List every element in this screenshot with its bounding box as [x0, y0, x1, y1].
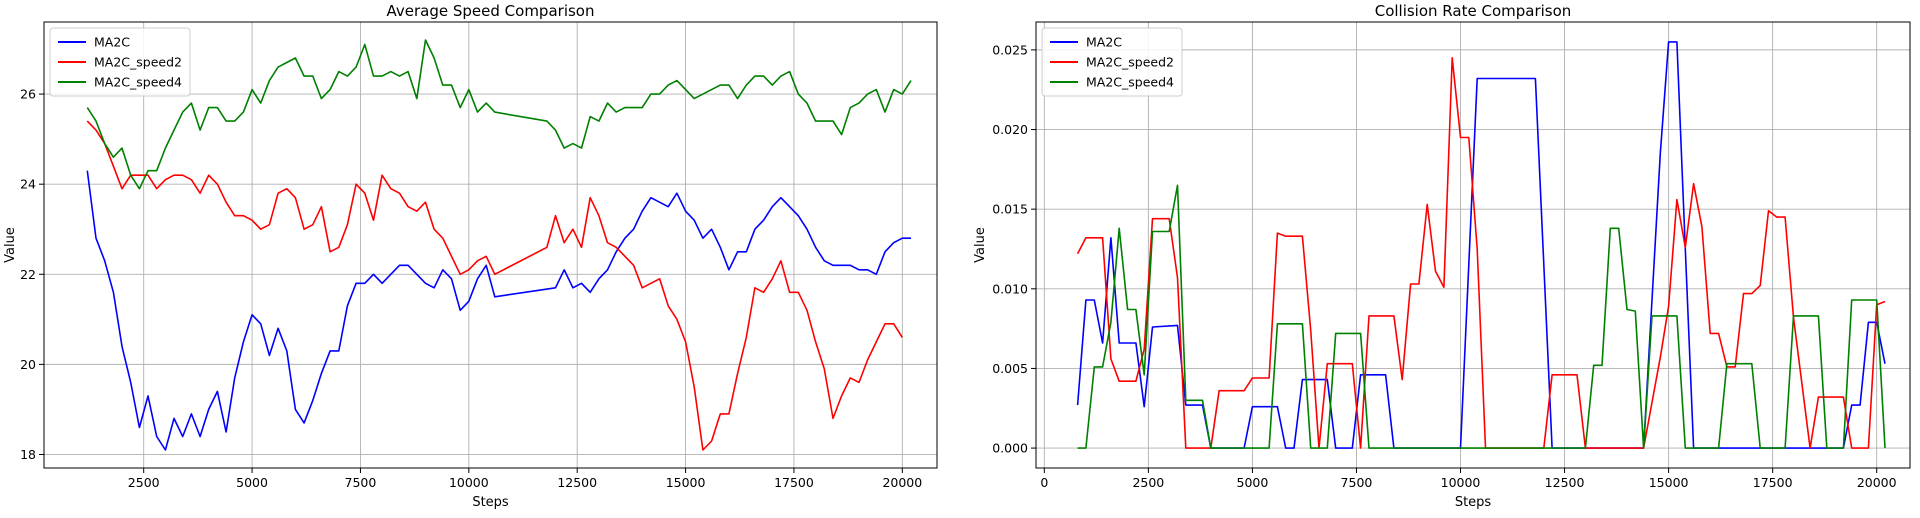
- collision-chart-y-tick-label: 0.000: [992, 441, 1028, 456]
- collision-chart-legend-label: MA2C: [1086, 35, 1122, 50]
- speed-chart-series-line-2: [86, 39, 912, 190]
- collision-chart-legend-box: [1041, 27, 1183, 97]
- speed-chart-x-tick-label: 20000: [882, 475, 922, 490]
- speed-chart-title: Average Speed Comparison: [387, 2, 595, 20]
- collision-chart-legend-label: MA2C_speed4: [1086, 75, 1174, 90]
- speed-chart: 2500 5000 7500 10000 12500 15000 17500 20000 18 2…: [3, 2, 938, 510]
- speed-chart-x-tick-label: 12500: [557, 475, 597, 490]
- collision-chart-x-tick-label: 12500: [1545, 475, 1585, 490]
- collision-chart-x-tick-label: 2500: [1132, 475, 1164, 490]
- speed-chart-x-tick-label: 7500: [345, 475, 377, 490]
- collision-chart-legend-label: MA2C_speed2: [1086, 55, 1174, 70]
- collision-chart-legend: MA2C MA2C_speed2 MA2C_speed4: [1041, 27, 1183, 97]
- collision-chart-x-tick-label: 17500: [1753, 475, 1793, 490]
- speed-chart-frame: [43, 21, 938, 469]
- speed-chart-legend-label: MA2C_speed2: [94, 55, 182, 70]
- speed-chart-y-tick-label: 18: [20, 447, 36, 462]
- collision-chart-x-tick-label: 10000: [1441, 475, 1481, 490]
- speed-chart-x-tick-label: 17500: [774, 475, 814, 490]
- speed-chart-y-tick-label: 22: [20, 267, 36, 282]
- collision-chart-x-tick-label: 15000: [1649, 475, 1689, 490]
- speed-chart-legend-label: MA2C: [94, 35, 130, 50]
- collision-chart-y-tick-label: 0.020: [992, 122, 1028, 137]
- speed-chart-x-axis-label: Steps: [472, 495, 509, 510]
- speed-chart-y-tick-label: 24: [20, 177, 36, 192]
- speed-chart-series-line-1: [86, 120, 903, 451]
- speed-chart-x-tick-label: 15000: [666, 475, 706, 490]
- collision-chart-x-tick-label: 0: [1040, 475, 1048, 490]
- collision-chart-title: Collision Rate Comparison: [1375, 2, 1572, 20]
- speed-chart-x-tick-label: 10000: [449, 475, 489, 490]
- collision-chart-x-tick-label: 5000: [1237, 475, 1269, 490]
- collision-chart-y-tick-label: 0.025: [992, 42, 1028, 57]
- collision-chart-series-line-2: [1077, 184, 1886, 449]
- collision-chart-y-axis-label: Value: [973, 227, 988, 263]
- speed-chart-legend-box: [49, 27, 191, 97]
- collision-chart: 0 2500 5000 7500 10000 12500 15000 17500 20000 0.…: [973, 2, 1911, 510]
- collision-chart-y-tick-label: 0.010: [992, 281, 1028, 296]
- speed-chart-legend: MA2C MA2C_speed2 MA2C_speed4: [49, 27, 191, 97]
- collision-chart-x-tick-label: 7500: [1341, 475, 1373, 490]
- collision-chart-y-tick-label: 0.015: [992, 202, 1028, 217]
- collision-chart-x-axis-label: Steps: [1455, 495, 1492, 510]
- collision-chart-frame: [1035, 21, 1911, 469]
- speed-chart-y-tick-label: 20: [20, 357, 36, 372]
- speed-chart-x-tick-label: 2500: [128, 475, 160, 490]
- speed-chart-legend-label: MA2C_speed4: [94, 75, 182, 90]
- speed-chart-y-axis-label: Value: [3, 227, 18, 263]
- collision-chart-y-tick-label: 0.005: [992, 361, 1028, 376]
- speed-chart-x-tick-label: 5000: [236, 475, 268, 490]
- collision-chart-x-tick-label: 20000: [1857, 475, 1897, 490]
- speed-chart-y-tick-label: 26: [20, 87, 36, 102]
- speed-chart-series-line-0: [86, 170, 911, 451]
- collision-chart-series-line-1: [1076, 56, 1886, 449]
- collision-chart-series-line-0: [1076, 41, 1886, 449]
